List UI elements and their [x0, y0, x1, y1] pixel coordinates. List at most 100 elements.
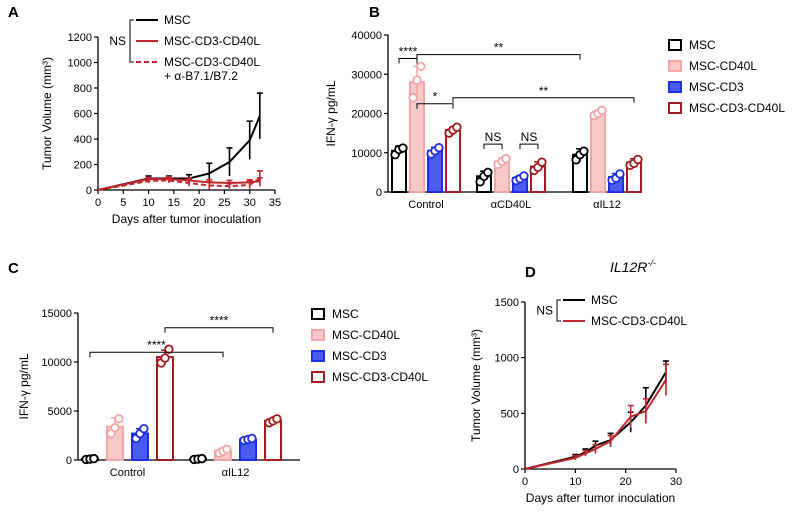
panel-a-x-tick-label: 15	[168, 197, 180, 209]
panel-b-legend-label: MSC-CD3	[689, 80, 744, 94]
panel-b-legend-swatch	[668, 60, 682, 72]
panel-b-data-point	[537, 157, 547, 167]
panel-b-bar-chart: 0 10000 20000 30000 40000 IFN-γ pg/mL Control α…	[324, 30, 785, 211]
panel-b-bar	[590, 112, 606, 193]
panel-letter-d: D	[525, 264, 536, 281]
panel-b-y-tick-label: 10000	[351, 148, 382, 160]
panel-a-series-line-1	[97, 178, 260, 191]
panel-b-legend-label: MSC-CD40L	[689, 59, 757, 73]
panel-b-significance-bracket	[452, 97, 635, 103]
panel-c-legend-swatch	[311, 329, 325, 341]
panel-a-x-tick-label: 25	[218, 197, 230, 209]
panel-b-significance-bracket	[416, 54, 581, 60]
panel-a-legend-ns: NS	[109, 34, 126, 48]
panel-c-legend-swatch	[311, 350, 325, 362]
panel-d-x-tick-label: 10	[569, 476, 581, 488]
panel-a-x-tick-label: 10	[142, 197, 154, 209]
panel-b-data-point	[633, 154, 643, 165]
panel-d-x-tick-label: 30	[670, 476, 682, 488]
panel-d-y-tick-label: 1500	[495, 297, 519, 309]
panel-a-x-tick-label: 5	[120, 197, 126, 209]
panel-a-y-tick-label: 600	[74, 109, 92, 121]
panel-b-data-point	[434, 142, 444, 153]
panel-c-category-label: Control	[110, 467, 145, 479]
panel-b-legend: MSC MSC-CD40L MSC-CD3 MSC-CD3-CD40L	[668, 38, 785, 115]
panel-c-data-point	[139, 423, 149, 434]
panel-b-data-point	[416, 61, 426, 72]
panel-b-data-point	[579, 146, 589, 156]
panel-a-x-tick-label: 20	[193, 197, 205, 209]
panel-letter-c: C	[8, 260, 19, 277]
panel-d-x-tick-label: 0	[522, 476, 528, 488]
panel-b-category-label: αCD40L	[491, 199, 532, 211]
panel-c-legend-label: MSC-CD40L	[332, 328, 400, 342]
panel-a-legend-label: MSC	[164, 13, 191, 27]
panel-b-significance-bracket	[416, 103, 454, 109]
panel-b-significance-label: NS	[485, 130, 502, 144]
panel-d-y-axis-label: Tumor Volume (mm³)	[469, 329, 483, 442]
panel-d-subtitle: IL12R-/-	[610, 258, 656, 275]
panel-a-y-axis-label: Tumor Volume (mm³)	[40, 57, 54, 170]
panel-d-x-tick-label: 20	[620, 476, 632, 488]
panel-c-legend-label: MSC	[332, 307, 359, 321]
panel-c-data-point	[160, 353, 170, 363]
panel-c-legend-swatch	[311, 371, 325, 383]
panel-c-legend: MSC MSC-CD40L MSC-CD3 MSC-CD3-CD40L	[311, 307, 428, 384]
panel-c-significance-bracket	[164, 327, 274, 333]
panel-a-legend-label: MSC-CD3-CD40L	[164, 55, 260, 69]
panel-c-data-point	[247, 433, 257, 444]
panel-b-significance-bracket	[519, 143, 539, 150]
panel-a-x-tick-label: 0	[95, 197, 101, 209]
panel-c-y-axis-label: IFN-γ pg/mL	[17, 353, 31, 419]
panel-b-significance-label: **	[494, 41, 504, 55]
panel-b-data-point	[597, 105, 607, 116]
panel-c-data-point	[197, 453, 207, 464]
panel-b-category-label: αIL12	[593, 199, 621, 211]
panel-b-significance-bracket	[398, 58, 418, 64]
panel-c-category-label: αIL12	[222, 467, 250, 479]
panel-d-legend-bracket	[556, 299, 561, 322]
panel-d-y-tick-label: 500	[501, 408, 519, 420]
panel-c-data-point	[114, 414, 124, 424]
panel-a-y-tick-label: 800	[74, 83, 92, 95]
panel-b-significance-bracket	[483, 143, 503, 150]
panel-a-y-tick-label: 400	[74, 134, 92, 146]
panel-a-line-chart: 0 200 400 600 800 1000 1200 0 5 10 15 20 25 30 35 Days …	[40, 13, 281, 226]
panel-letter-a: A	[8, 4, 19, 21]
panel-a-y-tick-label: 200	[74, 160, 92, 172]
panel-b-y-tick-label: 20000	[351, 109, 382, 121]
panel-c-data-point	[89, 453, 99, 464]
panel-c-data-point	[164, 344, 174, 354]
panel-b-data-point	[519, 171, 529, 181]
panel-b-category-label: Control	[408, 199, 443, 211]
panel-c-legend-label: MSC-CD3-CD40L	[332, 370, 428, 384]
panel-c-data-point	[272, 414, 282, 424]
panel-d-legend-ns: NS	[536, 304, 553, 318]
panel-b-y-tick-label: 40000	[351, 30, 382, 42]
panel-b-data-point	[398, 143, 408, 153]
panel-c-data-point	[222, 444, 232, 454]
panel-b-y-tick-label: 0	[376, 187, 382, 199]
panel-c-legend-swatch	[311, 308, 325, 320]
panel-b-legend-swatch	[668, 102, 682, 114]
panel-b-legend-label: MSC	[689, 38, 716, 52]
panel-b-bar	[445, 128, 461, 193]
panel-d-legend-label: MSC	[591, 293, 618, 307]
panel-d-subtitle-main: IL12R	[610, 259, 647, 275]
panel-d-x-axis-label: Days after tumor inoculation	[526, 491, 675, 505]
panel-b-significance-label: ****	[399, 45, 418, 59]
panel-b-data-point	[412, 75, 422, 85]
panel-b-y-axis-label: IFN-γ pg/mL	[324, 80, 338, 146]
panel-d-y-tick-label: 0	[513, 464, 519, 476]
panel-c-bar	[156, 356, 174, 462]
panel-c-data-point	[110, 422, 120, 433]
panel-a-legend-label: MSC-CD3-CD40L	[164, 34, 260, 48]
panel-d-series-line-1	[524, 379, 667, 470]
panel-a-y-tick-label: 0	[86, 185, 92, 197]
panel-b-significance-label: NS	[521, 130, 538, 144]
panel-a-legend-bracket	[129, 19, 134, 63]
panel-a-legend-label-line2: + α-B7.1/B7.2	[164, 69, 238, 83]
panel-d-line-chart: 0 500 1000 1500 0 10 20 30 Days after tumor inoc…	[469, 293, 687, 505]
